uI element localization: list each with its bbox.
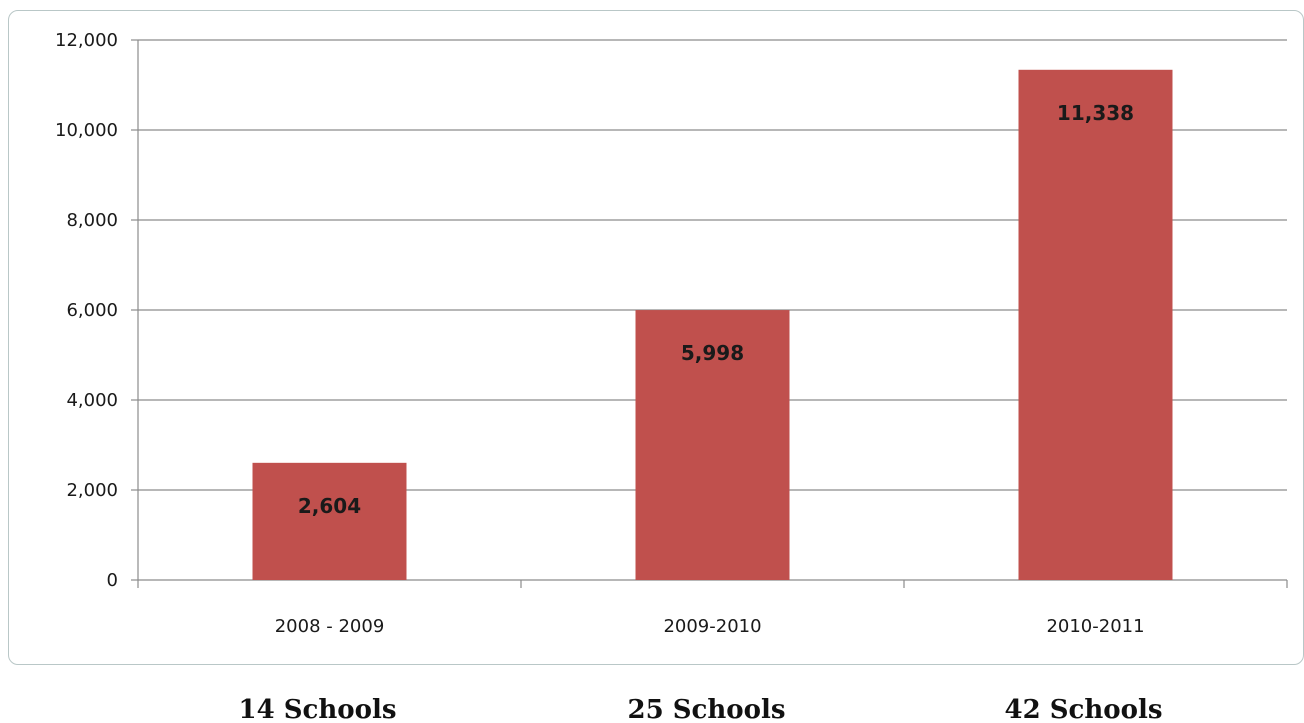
y-tick-label: 2,000 [66,480,118,501]
y-tick-label: 0 [107,570,118,591]
y-tick-label: 12,000 [55,30,118,51]
y-tick-label: 8,000 [66,210,118,231]
bar [1018,69,1173,580]
y-tick-label: 10,000 [55,120,118,141]
bars [252,69,1173,580]
y-tick-label: 6,000 [66,300,118,321]
x-category-label: 2010-2011 [1046,616,1144,637]
bar-value-label: 11,338 [1057,101,1134,125]
bar-value-label: 2,604 [298,494,361,518]
y-tick-label: 4,000 [66,390,118,411]
schools-caption: 42 Schools [1005,695,1163,723]
schools-caption: 14 Schools [239,695,397,723]
labels: 0 2,000 4,000 6,000 8,000 10,000 12,000 2,604 20… [55,30,1162,723]
bar [635,310,790,580]
bar [252,462,407,580]
bar-value-label: 5,998 [681,341,744,365]
schools-caption: 25 Schools [628,695,786,723]
x-category-label: 2009-2010 [663,616,761,637]
x-category-label: 2008 - 2009 [275,616,385,637]
